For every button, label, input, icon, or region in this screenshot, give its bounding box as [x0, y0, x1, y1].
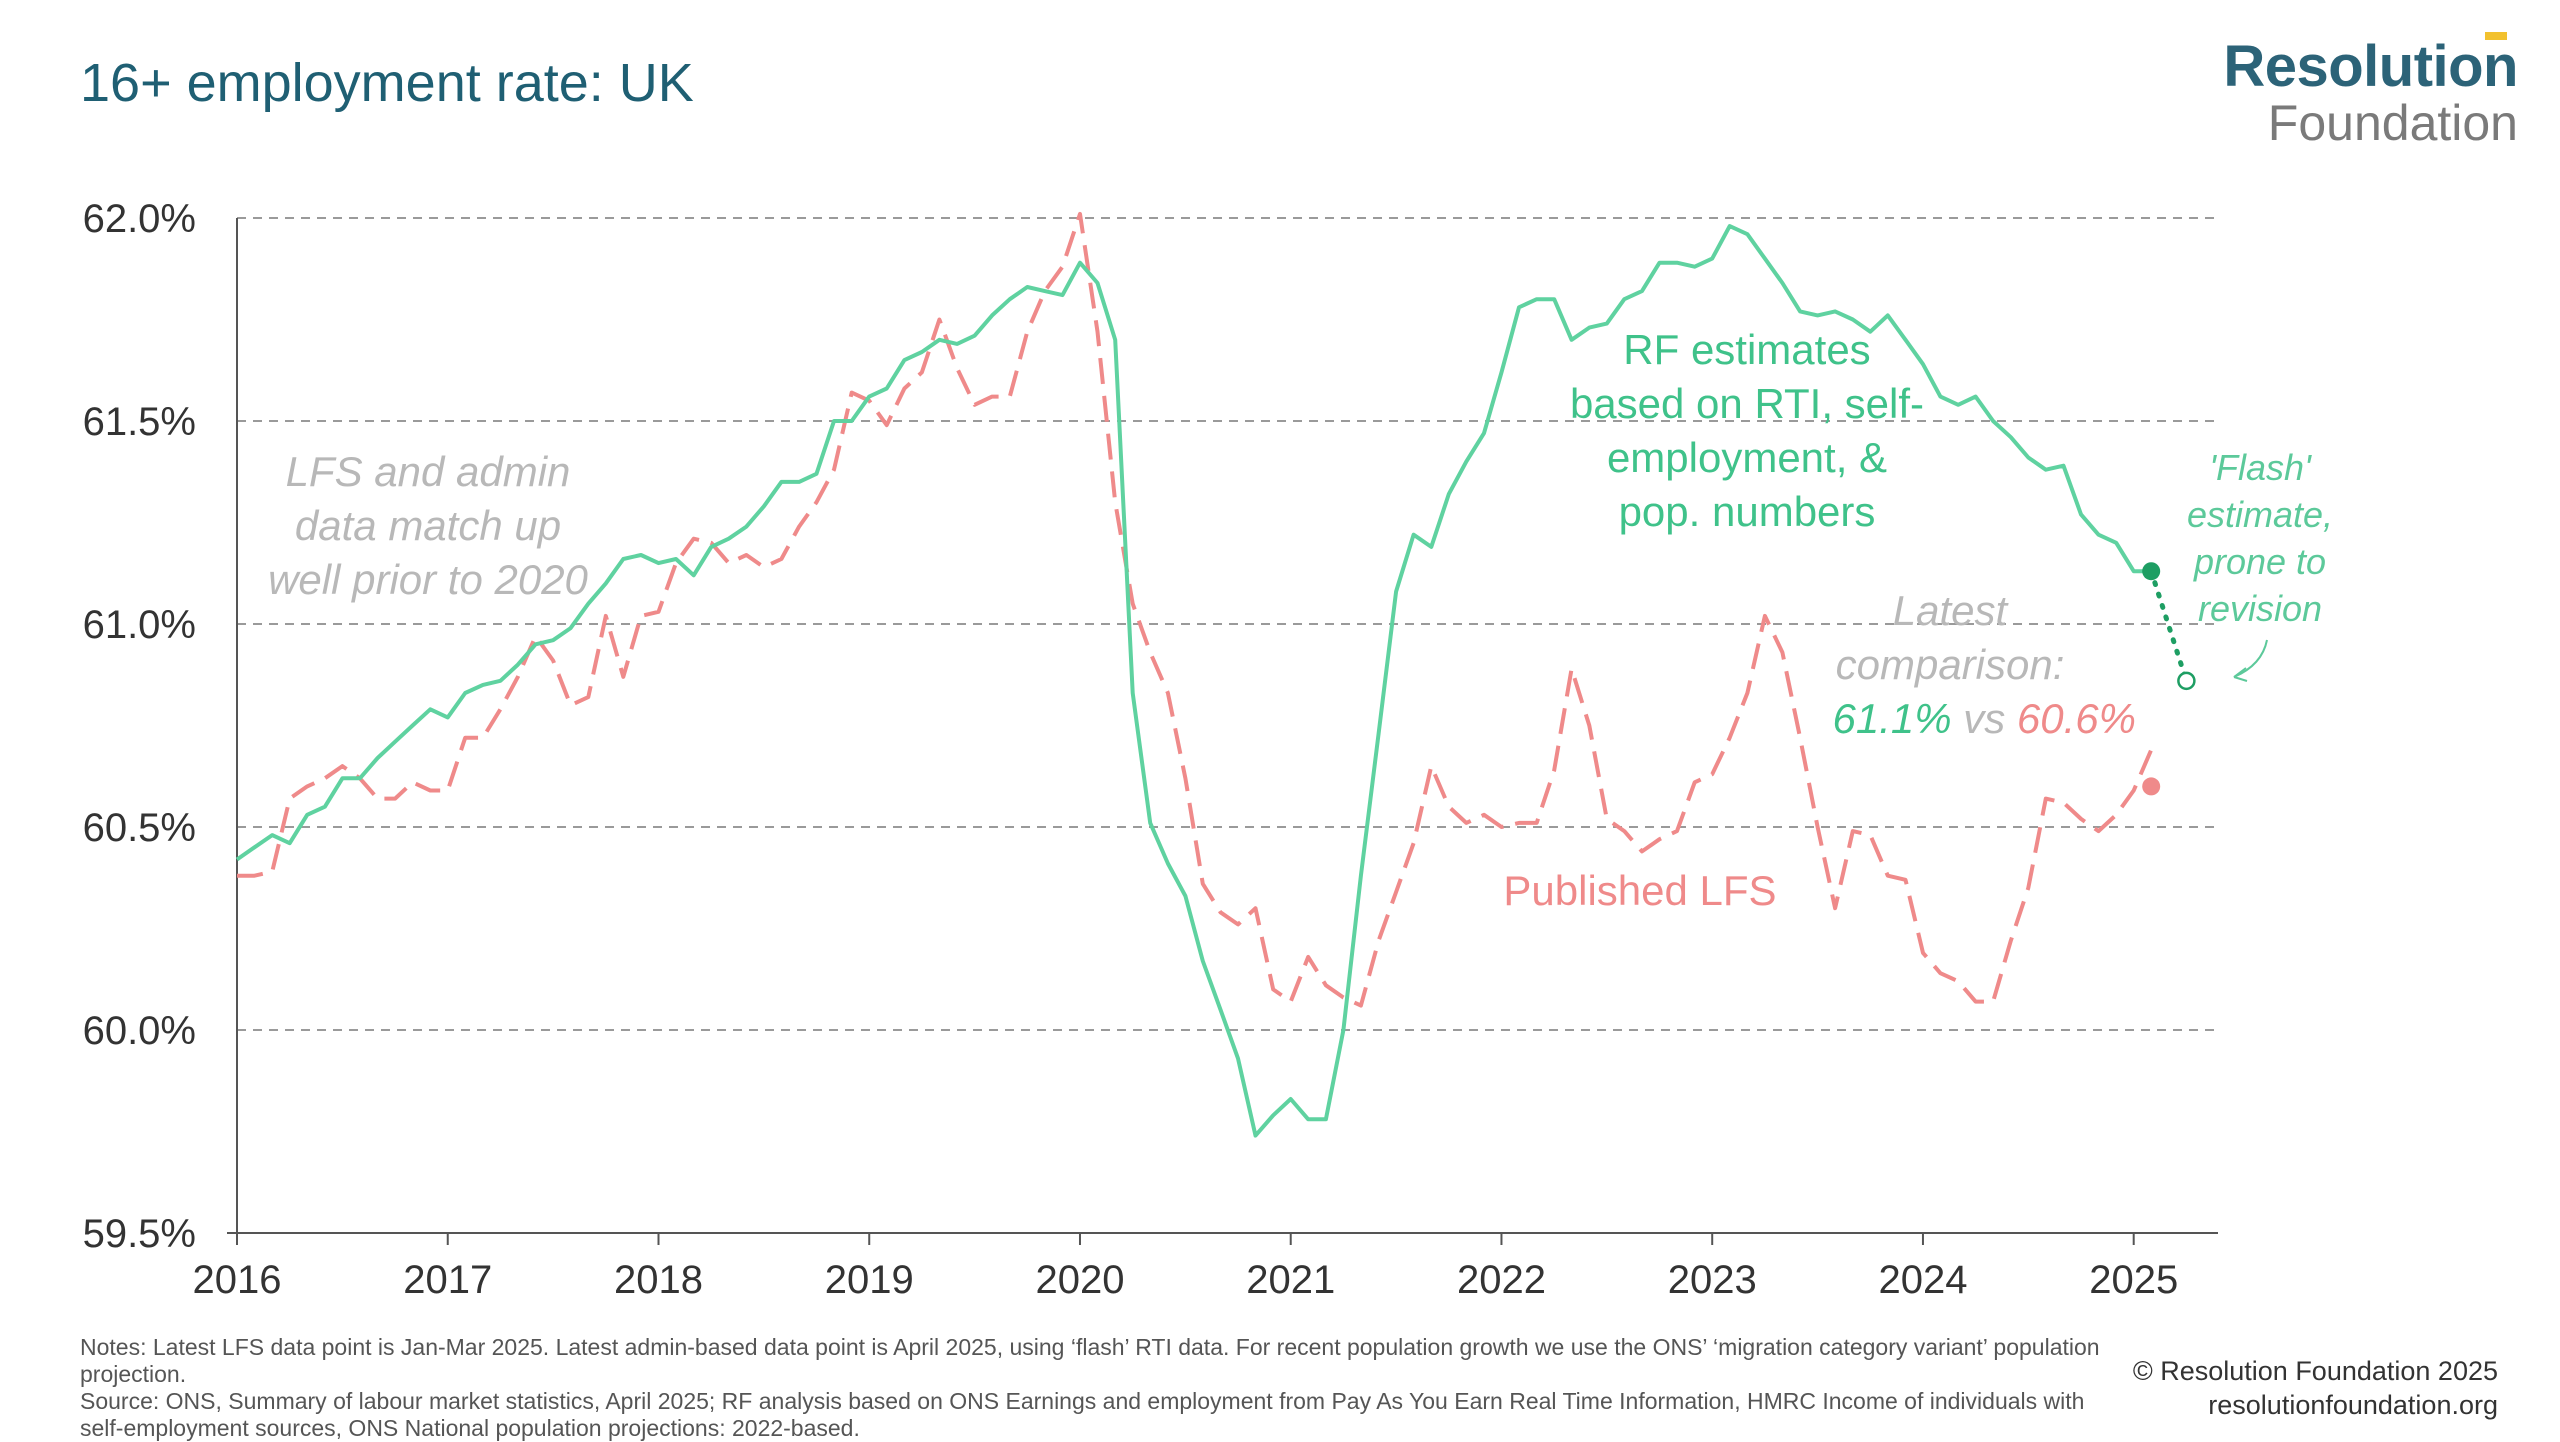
rf-series-label: pop. numbers: [1619, 488, 1876, 535]
x-tick-labels: 2016 2017 2018 2019 2020 2021 2022 2023 2024 2025: [193, 1258, 2179, 1302]
latest-comparison-label: comparison:: [1836, 641, 2065, 688]
x-tick-label: 2017: [403, 1258, 492, 1302]
flash-arrow-head: [2233, 667, 2248, 682]
flash-estimate-annotation: revision: [2198, 588, 2322, 629]
lfs-admin-annotation: well prior to 2020: [268, 556, 588, 603]
logo-line-1: Resolution: [2223, 32, 2518, 99]
annotations: LFS and admin data match up well prior to …: [268, 326, 2333, 914]
x-tick-label: 2018: [614, 1258, 703, 1302]
logo-line-2: Foundation: [2267, 95, 2518, 151]
notes-text: Notes: Latest LFS data point is Jan-Mar …: [80, 1334, 2100, 1387]
x-tick-label: 2023: [1668, 1258, 1757, 1302]
series-lines: [235, 211, 2196, 1138]
rf-series-line: [235, 224, 2152, 1138]
latest-lfs-point: [2142, 777, 2161, 796]
website-text: resolutionfoundation.org: [2208, 1390, 2498, 1420]
flash-estimate-annotation: prone to: [2193, 541, 2326, 582]
flash-point: [2177, 671, 2196, 691]
latest-comparison-label: Latest: [1893, 587, 2010, 634]
rf-series-label: RF estimates: [1623, 326, 1870, 373]
x-tick-label: 2025: [2089, 1258, 2178, 1302]
y-tick-label: 60.0%: [83, 1009, 196, 1053]
rf-series-label: employment, &: [1607, 434, 1887, 481]
chart-title: 16+ employment rate: UK: [80, 53, 694, 113]
flash-estimate-annotation: estimate,: [2187, 494, 2333, 535]
gridlines: [237, 217, 2218, 1031]
footer-credits: © Resolution Foundation 2025 resolutionf…: [2133, 1354, 2498, 1422]
y-tick-label: 59.5%: [83, 1212, 196, 1256]
y-tick-label: 61.0%: [83, 603, 196, 647]
x-tick-label: 2020: [1035, 1258, 1124, 1302]
latest-rf-value: 61.1%: [1832, 695, 1951, 742]
flash-arrow: [2233, 639, 2268, 678]
rf-series-label: based on RTI, self-: [1570, 380, 1924, 427]
axes: [227, 218, 2218, 1245]
y-tick-label: 60.5%: [83, 806, 196, 850]
flash-dotted-line: [2148, 568, 2189, 684]
lfs-series-label: Published LFS: [1503, 867, 1776, 914]
copyright-text: © Resolution Foundation 2025: [2132, 1356, 2498, 1386]
lfs-admin-annotation: LFS and admin: [286, 448, 571, 495]
resolution-foundation-logo: Resolution Foundation: [2223, 32, 2518, 151]
y-tick-label: 61.5%: [83, 400, 196, 444]
x-tick-label: 2016: [193, 1258, 282, 1302]
lfs-admin-annotation: data match up: [295, 502, 561, 549]
latest-vs-text: vs: [1952, 695, 2017, 742]
latest-rf-point: [2142, 562, 2161, 581]
source-text: Source: ONS, Summary of labour market st…: [80, 1388, 2085, 1441]
flash-estimate-annotation: 'Flash': [2209, 447, 2312, 488]
footer-notes: Notes: Latest LFS data point is Jan-Mar …: [80, 1334, 2120, 1442]
latest-lfs-value: 60.6%: [2017, 695, 2136, 742]
lfs-series-line: [237, 211, 2154, 1008]
x-tick-label: 2024: [1878, 1258, 1967, 1302]
y-tick-labels: 59.5% 60.0% 60.5% 61.0% 61.5% 62.0%: [83, 197, 196, 1256]
latest-comparison-values: 61.1% vs 60.6%: [1832, 695, 2136, 742]
x-tick-label: 2019: [825, 1258, 914, 1302]
x-tick-label: 2021: [1246, 1258, 1335, 1302]
x-tick-label: 2022: [1457, 1258, 1546, 1302]
y-tick-label: 62.0%: [83, 197, 196, 241]
